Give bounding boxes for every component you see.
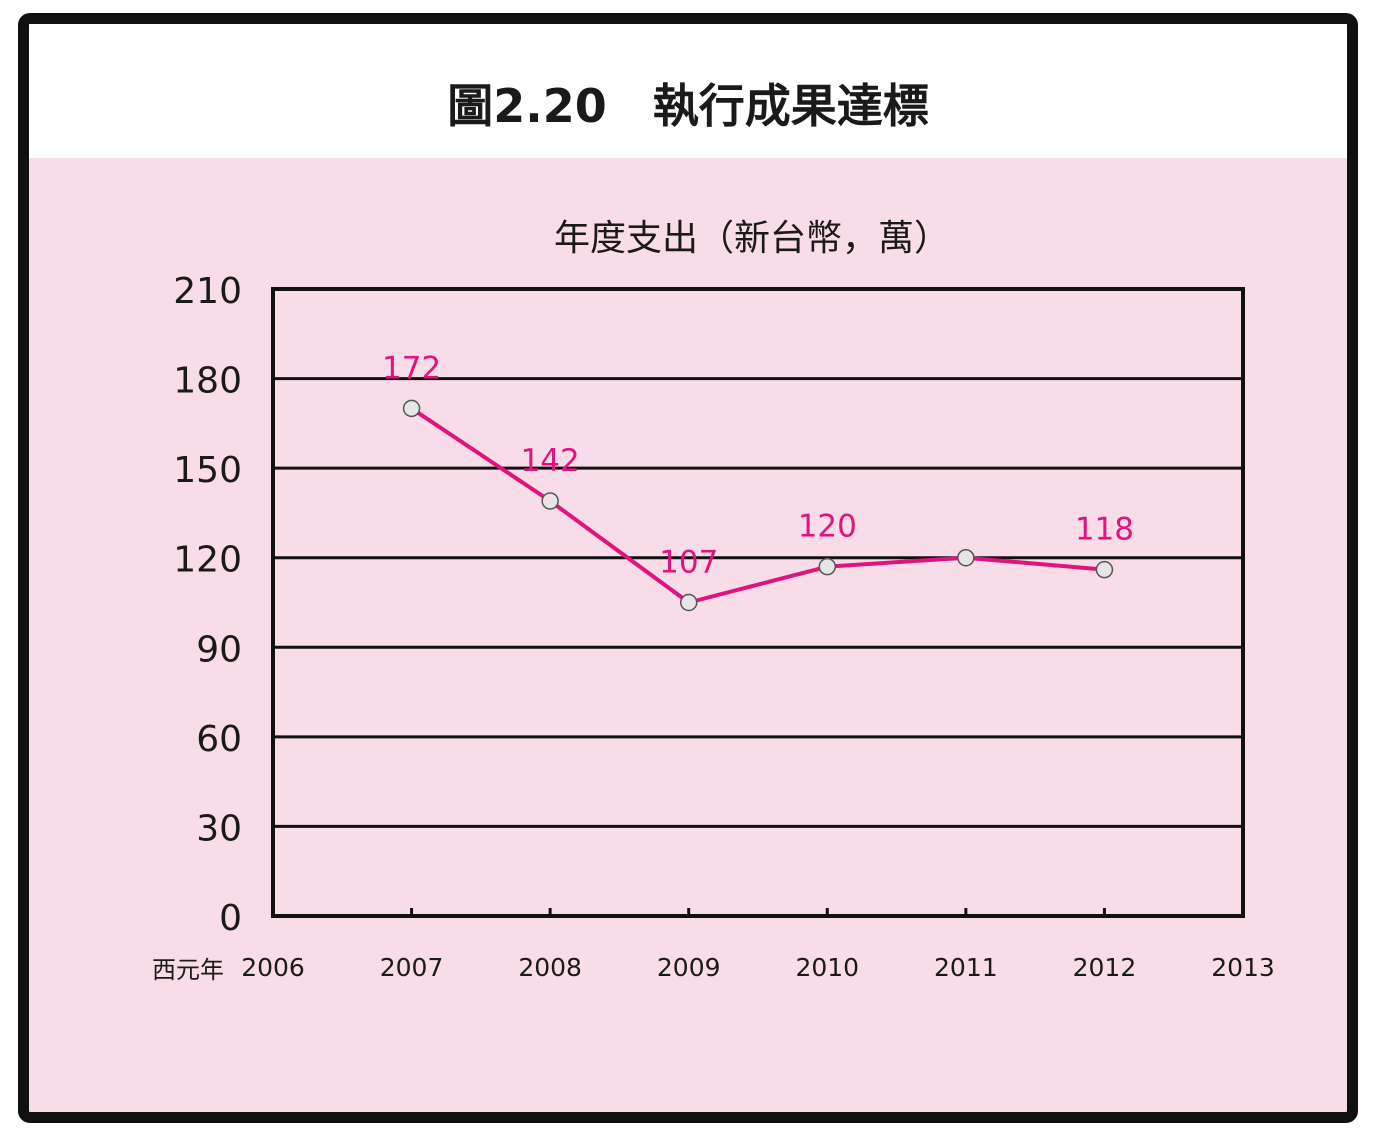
y-tick-label: 90 xyxy=(196,629,242,670)
y-tick-label: 180 xyxy=(173,361,242,402)
y-tick-label: 30 xyxy=(196,808,242,849)
y-tick-label: 60 xyxy=(196,719,242,760)
x-tick-label: 2013 xyxy=(1211,953,1275,982)
x-axis-label: 西元年 xyxy=(152,956,224,984)
x-tick-label: 2008 xyxy=(518,953,582,982)
data-point xyxy=(1095,560,1114,579)
plot-area-border xyxy=(271,287,1245,918)
data-point xyxy=(402,399,421,418)
x-tick-label: 2006 xyxy=(241,953,305,982)
data-label: 172 xyxy=(382,350,441,386)
y-tick-label: 210 xyxy=(173,271,242,312)
y-tick-label: 150 xyxy=(173,450,242,491)
y-tick-label: 120 xyxy=(173,540,242,581)
data-point xyxy=(818,557,837,576)
y-tick-label: 0 xyxy=(219,898,242,939)
chart-title: 年度支出（新台幣，萬） xyxy=(554,218,950,259)
x-tick-label: 2012 xyxy=(1073,953,1137,982)
data-label: 118 xyxy=(1075,512,1134,548)
x-tick-label: 2010 xyxy=(795,953,859,982)
x-tick-label: 2011 xyxy=(934,953,998,982)
data-point xyxy=(541,492,559,510)
figure-header: 圖2.20 執行成果達標 xyxy=(29,24,1347,158)
x-tick-label: 2007 xyxy=(380,953,444,982)
data-point xyxy=(957,548,975,567)
x-tick-label: 2009 xyxy=(657,953,721,982)
data-label: 120 xyxy=(798,509,857,545)
series-line xyxy=(410,406,1105,605)
figure-frame: 圖2.20 執行成果達標 xyxy=(18,13,1358,1123)
data-label: 142 xyxy=(521,443,580,479)
data-label: 107 xyxy=(659,545,718,581)
figure-title: 圖2.20 執行成果達標 xyxy=(447,79,929,133)
data-point xyxy=(679,593,698,612)
